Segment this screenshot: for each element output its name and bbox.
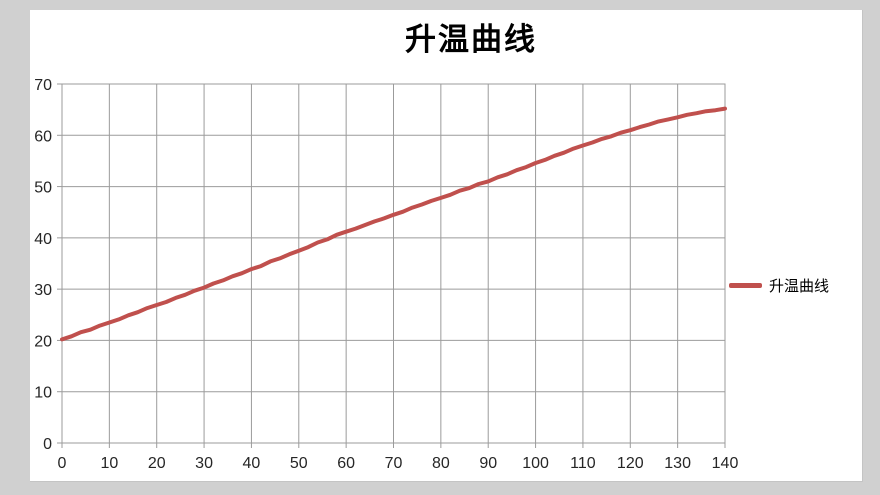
svg-text:70: 70	[34, 77, 52, 94]
svg-text:60: 60	[34, 128, 52, 145]
y-axis-tick-labels: 0 10 20 30 40 50 60 70	[34, 77, 52, 453]
svg-text:70: 70	[385, 455, 403, 472]
svg-text:10: 10	[34, 385, 52, 402]
svg-text:0: 0	[43, 436, 52, 453]
svg-text:140: 140	[712, 455, 739, 472]
svg-text:50: 50	[290, 455, 308, 472]
series-line	[60, 106, 727, 342]
svg-text:40: 40	[243, 455, 261, 472]
svg-text:0: 0	[58, 455, 67, 472]
svg-text:100: 100	[522, 455, 549, 472]
svg-text:30: 30	[34, 282, 52, 299]
plot-border	[61, 83, 726, 444]
axis-ticks	[57, 83, 726, 448]
svg-text:20: 20	[34, 333, 52, 350]
svg-text:50: 50	[34, 180, 52, 197]
svg-text:30: 30	[195, 455, 213, 472]
svg-text:80: 80	[432, 455, 450, 472]
svg-text:10: 10	[100, 455, 118, 472]
svg-text:40: 40	[34, 231, 52, 248]
svg-text:130: 130	[664, 455, 691, 472]
legend-line-marker	[729, 283, 762, 288]
gridlines	[61, 83, 726, 444]
legend: 升温曲线	[729, 275, 829, 296]
svg-text:60: 60	[337, 455, 355, 472]
legend-label: 升温曲线	[769, 278, 830, 295]
chart-panel	[30, 10, 863, 482]
svg-text:20: 20	[148, 455, 166, 472]
chart-title: 升温曲线	[405, 22, 537, 57]
x-axis-tick-labels: 0 10 20 30 40 50 60 70 80 90 100 110 120 130 140	[58, 455, 739, 472]
svg-text:120: 120	[617, 455, 644, 472]
svg-text:110: 110	[570, 455, 596, 472]
svg-text:90: 90	[479, 455, 497, 472]
